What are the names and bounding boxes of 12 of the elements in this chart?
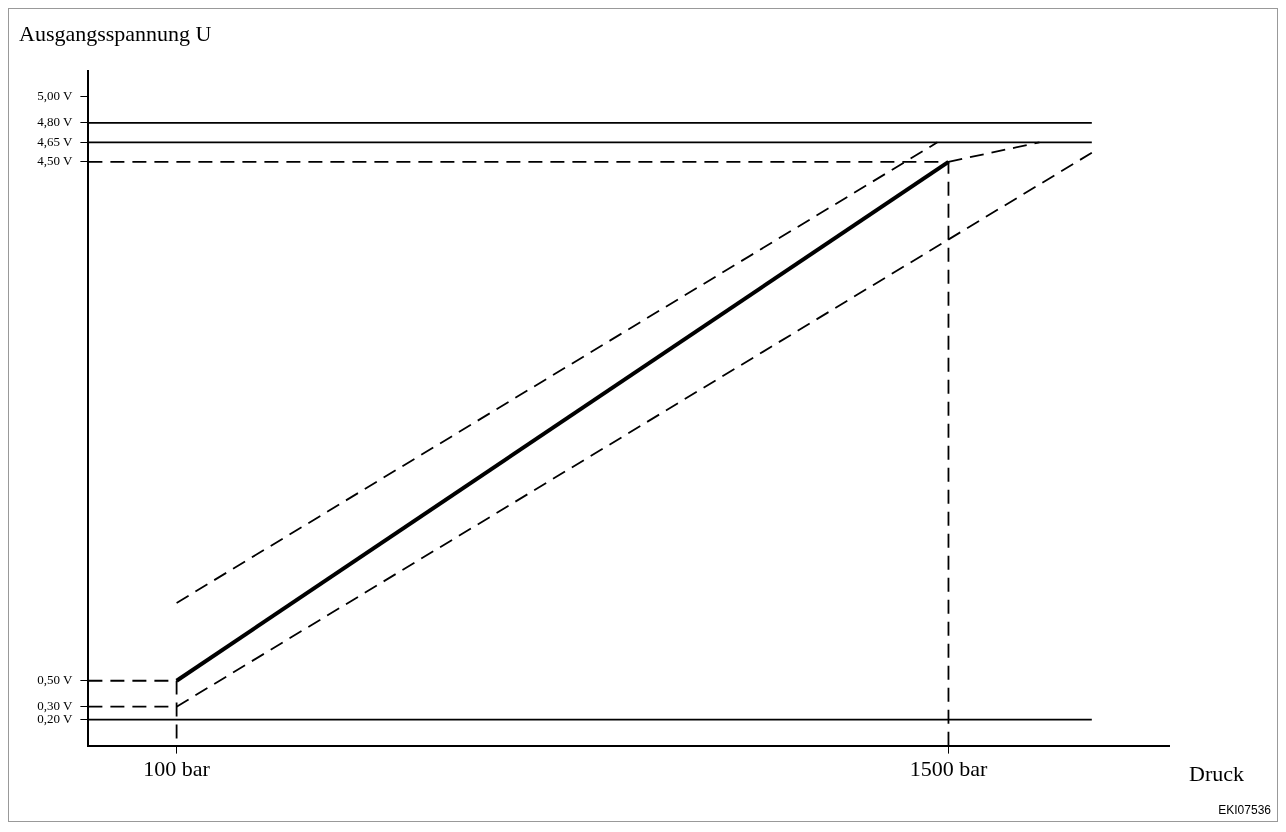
text: EKI07536 xyxy=(1218,803,1271,817)
y-tick-label: 0,20 V xyxy=(37,711,73,727)
y-axis-title: Ausgangsspannung U xyxy=(19,21,212,47)
y-tick-label: 4,65 V xyxy=(37,133,73,149)
y-tick-label: 4,80 V xyxy=(37,114,73,130)
y-tick-label: 4,50 V xyxy=(37,153,73,169)
y-tick-label: 5,00 V xyxy=(37,88,73,104)
x-tick-label: 100 bar xyxy=(143,755,211,781)
x-tick-label: 1500 bar xyxy=(909,755,988,781)
x-axis-title: Druck xyxy=(1189,761,1244,787)
y-tick-label: 0,30 V xyxy=(37,698,73,714)
y-tick-label: 0,50 V xyxy=(37,672,73,688)
